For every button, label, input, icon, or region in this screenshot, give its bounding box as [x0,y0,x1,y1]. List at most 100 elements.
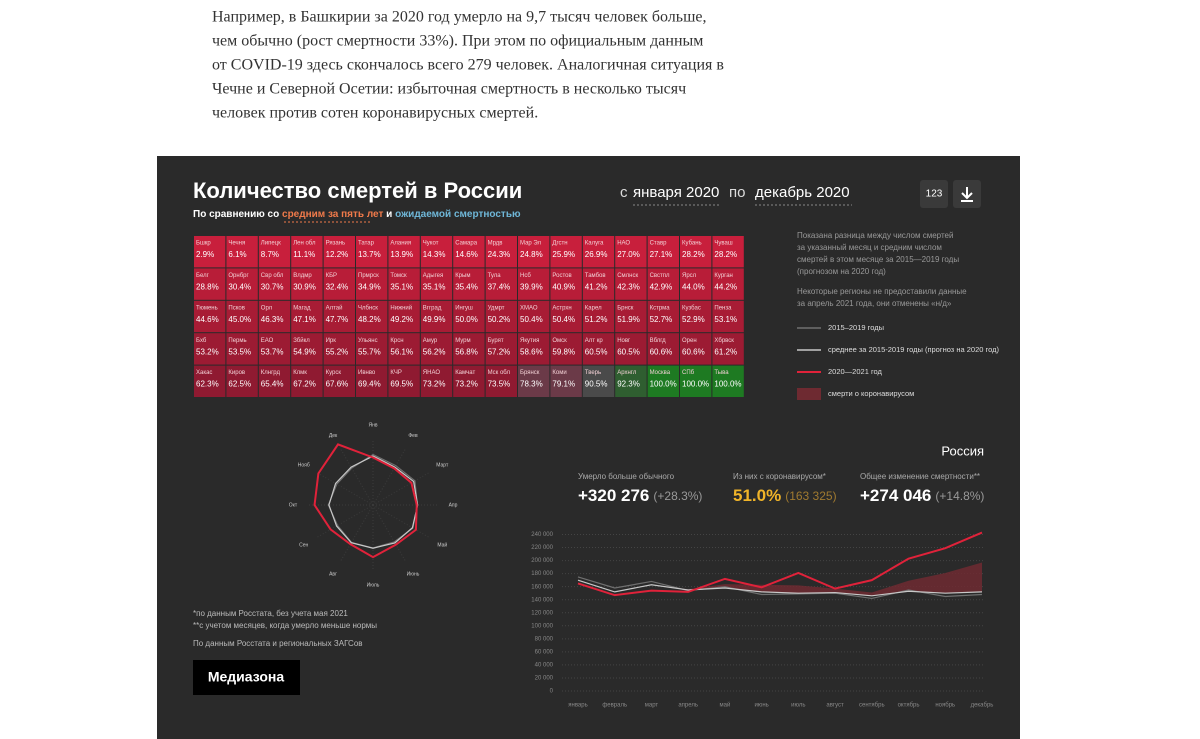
paragraph-line: Например, в Башкирии за 2020 год умерло … [212,9,707,26]
region-value: 12.2% [326,250,349,259]
region-value: 62.5% [228,380,251,389]
region-value: 42.3% [617,283,640,292]
radar-spoke [316,472,374,506]
region-tile [615,333,647,365]
region-name: КБР [326,273,337,279]
stat-value: 51.0% [733,486,781,505]
radar-spoke [372,504,430,538]
x-tick-label: октябрь [898,703,920,709]
region-tile [453,300,485,333]
region-value: 100.0% [682,380,709,389]
stat-extra: (+28.3%) [653,489,702,503]
region-tile [453,365,485,397]
region-value: 14.3% [423,250,446,259]
region-value: 44.0% [682,283,705,292]
y-tick-label: 160 000 [531,584,553,590]
x-tick-label: март [645,703,659,709]
region-tile [680,365,712,397]
brand-button[interactable] [193,660,300,695]
region-value: 28.2% [714,250,737,259]
period-from[interactable]: января 2020 [633,184,719,201]
region-value: 53.1% [714,315,737,324]
region-value: 11.1% [293,250,315,259]
radar-label: Окт [289,502,298,508]
region-name: Рязань [326,241,346,247]
period-label: по [729,184,745,201]
region-value: 49.2% [390,315,413,324]
region-tile [485,300,517,333]
stat-label: Умерло больше обычного [578,472,675,481]
region-value: 67.2% [293,380,316,389]
stat-label: Общее изменение смертности** [860,472,980,481]
region-tile [388,365,420,397]
region-tile [258,365,291,397]
region-tile [615,300,647,333]
region-name: Томск [390,273,407,279]
region-name: Чукот [423,241,439,247]
region-name: Алт кр [585,338,604,344]
region-value: 60.6% [682,347,705,356]
region-value: 35.4% [455,283,478,292]
region-tile [291,333,323,365]
stat-extra: (+14.8%) [935,489,984,503]
region-tile [680,300,712,333]
radar-label: Сен [299,542,308,548]
region-value: 56.2% [423,347,446,356]
series-line [577,579,983,597]
region-value: 8.7% [261,250,279,259]
region-name: Удмрт [488,305,505,311]
region-tile [258,300,291,333]
region-name: Якутия [520,338,539,344]
region-value: 46.3% [261,315,284,324]
region-value: 62.3% [196,380,219,389]
region-name: Ирк [326,338,337,344]
region-name: Кузбас [682,305,701,311]
region-tile [194,236,226,268]
region-name: Омск [552,338,567,344]
radar-label: Дек [329,433,338,439]
region-value: 50.0% [455,315,478,324]
region-name: Крсн [390,338,403,344]
region-tile [518,236,550,268]
region-name: Мар Эл [520,241,542,247]
region-tile [388,268,420,300]
region-tile [550,268,582,300]
footnote: *по данным Росстата, без учета мая 2021 [193,609,348,618]
mode-button[interactable] [920,180,948,208]
region-value: 79.1% [552,380,575,389]
period-to[interactable]: декабрь 2020 [755,184,850,201]
region-value: 73.2% [423,380,446,389]
region-value: 30.4% [228,283,251,292]
region-tile [420,365,453,397]
x-tick-label: ноябрь [935,703,955,709]
region-value: 48.2% [358,315,381,324]
region-value: 56.8% [455,347,478,356]
widget-title: Количество смертей в России [193,178,522,203]
legend-swatch [797,388,821,400]
subtitle-expected: ожидаемой смертностью [395,209,521,220]
region-value: 60.6% [650,347,673,356]
region-name: Вгград [423,305,442,311]
paragraph-line: от COVID-19 здесь скончалось всего 279 ч… [212,57,724,74]
region-value: 41.2% [585,283,608,292]
y-tick-label: 80 000 [535,636,554,642]
region-value: 6.1% [228,250,246,259]
region-tile [647,236,679,268]
region-name: Липецк [261,241,281,247]
region-tile [356,236,388,268]
y-tick-label: 100 000 [531,623,553,629]
region-tile [453,236,485,268]
region-tile [582,365,615,397]
region-tile [712,333,744,365]
region-value: 59.8% [552,347,575,356]
stat-value: +320 276 [578,486,649,505]
region-name: Брянск [520,370,540,376]
region-value: 27.1% [650,250,673,259]
region-tile [550,333,582,365]
region-tile [518,365,550,397]
region-value: 55.2% [326,347,349,356]
radar-label: Май [437,541,447,548]
region-value: 58.6% [520,347,543,356]
legend-notes: Показана разница между числом смертей за … [797,231,967,308]
region-value: 53.5% [228,347,251,356]
